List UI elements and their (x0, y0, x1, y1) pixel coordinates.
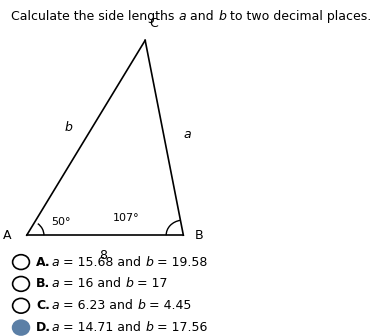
Text: B.: B. (36, 278, 50, 290)
Text: to two decimal places.: to two decimal places. (226, 10, 371, 23)
Text: a: a (52, 256, 59, 268)
Text: B: B (195, 229, 204, 242)
Text: a: a (183, 128, 191, 141)
Text: a: a (52, 321, 59, 334)
Text: = 19.58: = 19.58 (153, 256, 207, 268)
Text: b: b (137, 299, 145, 312)
Text: 107°: 107° (113, 213, 139, 223)
Text: a: a (179, 10, 186, 23)
Text: a: a (52, 278, 59, 290)
Text: = 15.68 and: = 15.68 and (59, 256, 145, 268)
Text: A: A (3, 229, 11, 242)
Text: = 17.56: = 17.56 (153, 321, 207, 334)
Text: C.: C. (36, 299, 50, 312)
Circle shape (13, 320, 29, 335)
Text: b: b (65, 121, 73, 134)
Text: b: b (145, 321, 153, 334)
Text: Calculate the side lengths: Calculate the side lengths (11, 10, 179, 23)
Text: b: b (145, 256, 153, 268)
Text: A.: A. (36, 256, 51, 268)
Text: b: b (218, 10, 226, 23)
Text: and: and (186, 10, 218, 23)
Text: b: b (125, 278, 133, 290)
Text: = 4.45: = 4.45 (145, 299, 191, 312)
Text: C: C (149, 17, 158, 30)
Text: = 6.23 and: = 6.23 and (59, 299, 137, 312)
Text: a: a (52, 299, 59, 312)
Text: = 17: = 17 (133, 278, 168, 290)
Text: D.: D. (36, 321, 51, 334)
Text: 8: 8 (99, 249, 107, 262)
Text: 50°: 50° (52, 217, 71, 227)
Text: = 14.71 and: = 14.71 and (59, 321, 145, 334)
Text: = 16 and: = 16 and (59, 278, 125, 290)
